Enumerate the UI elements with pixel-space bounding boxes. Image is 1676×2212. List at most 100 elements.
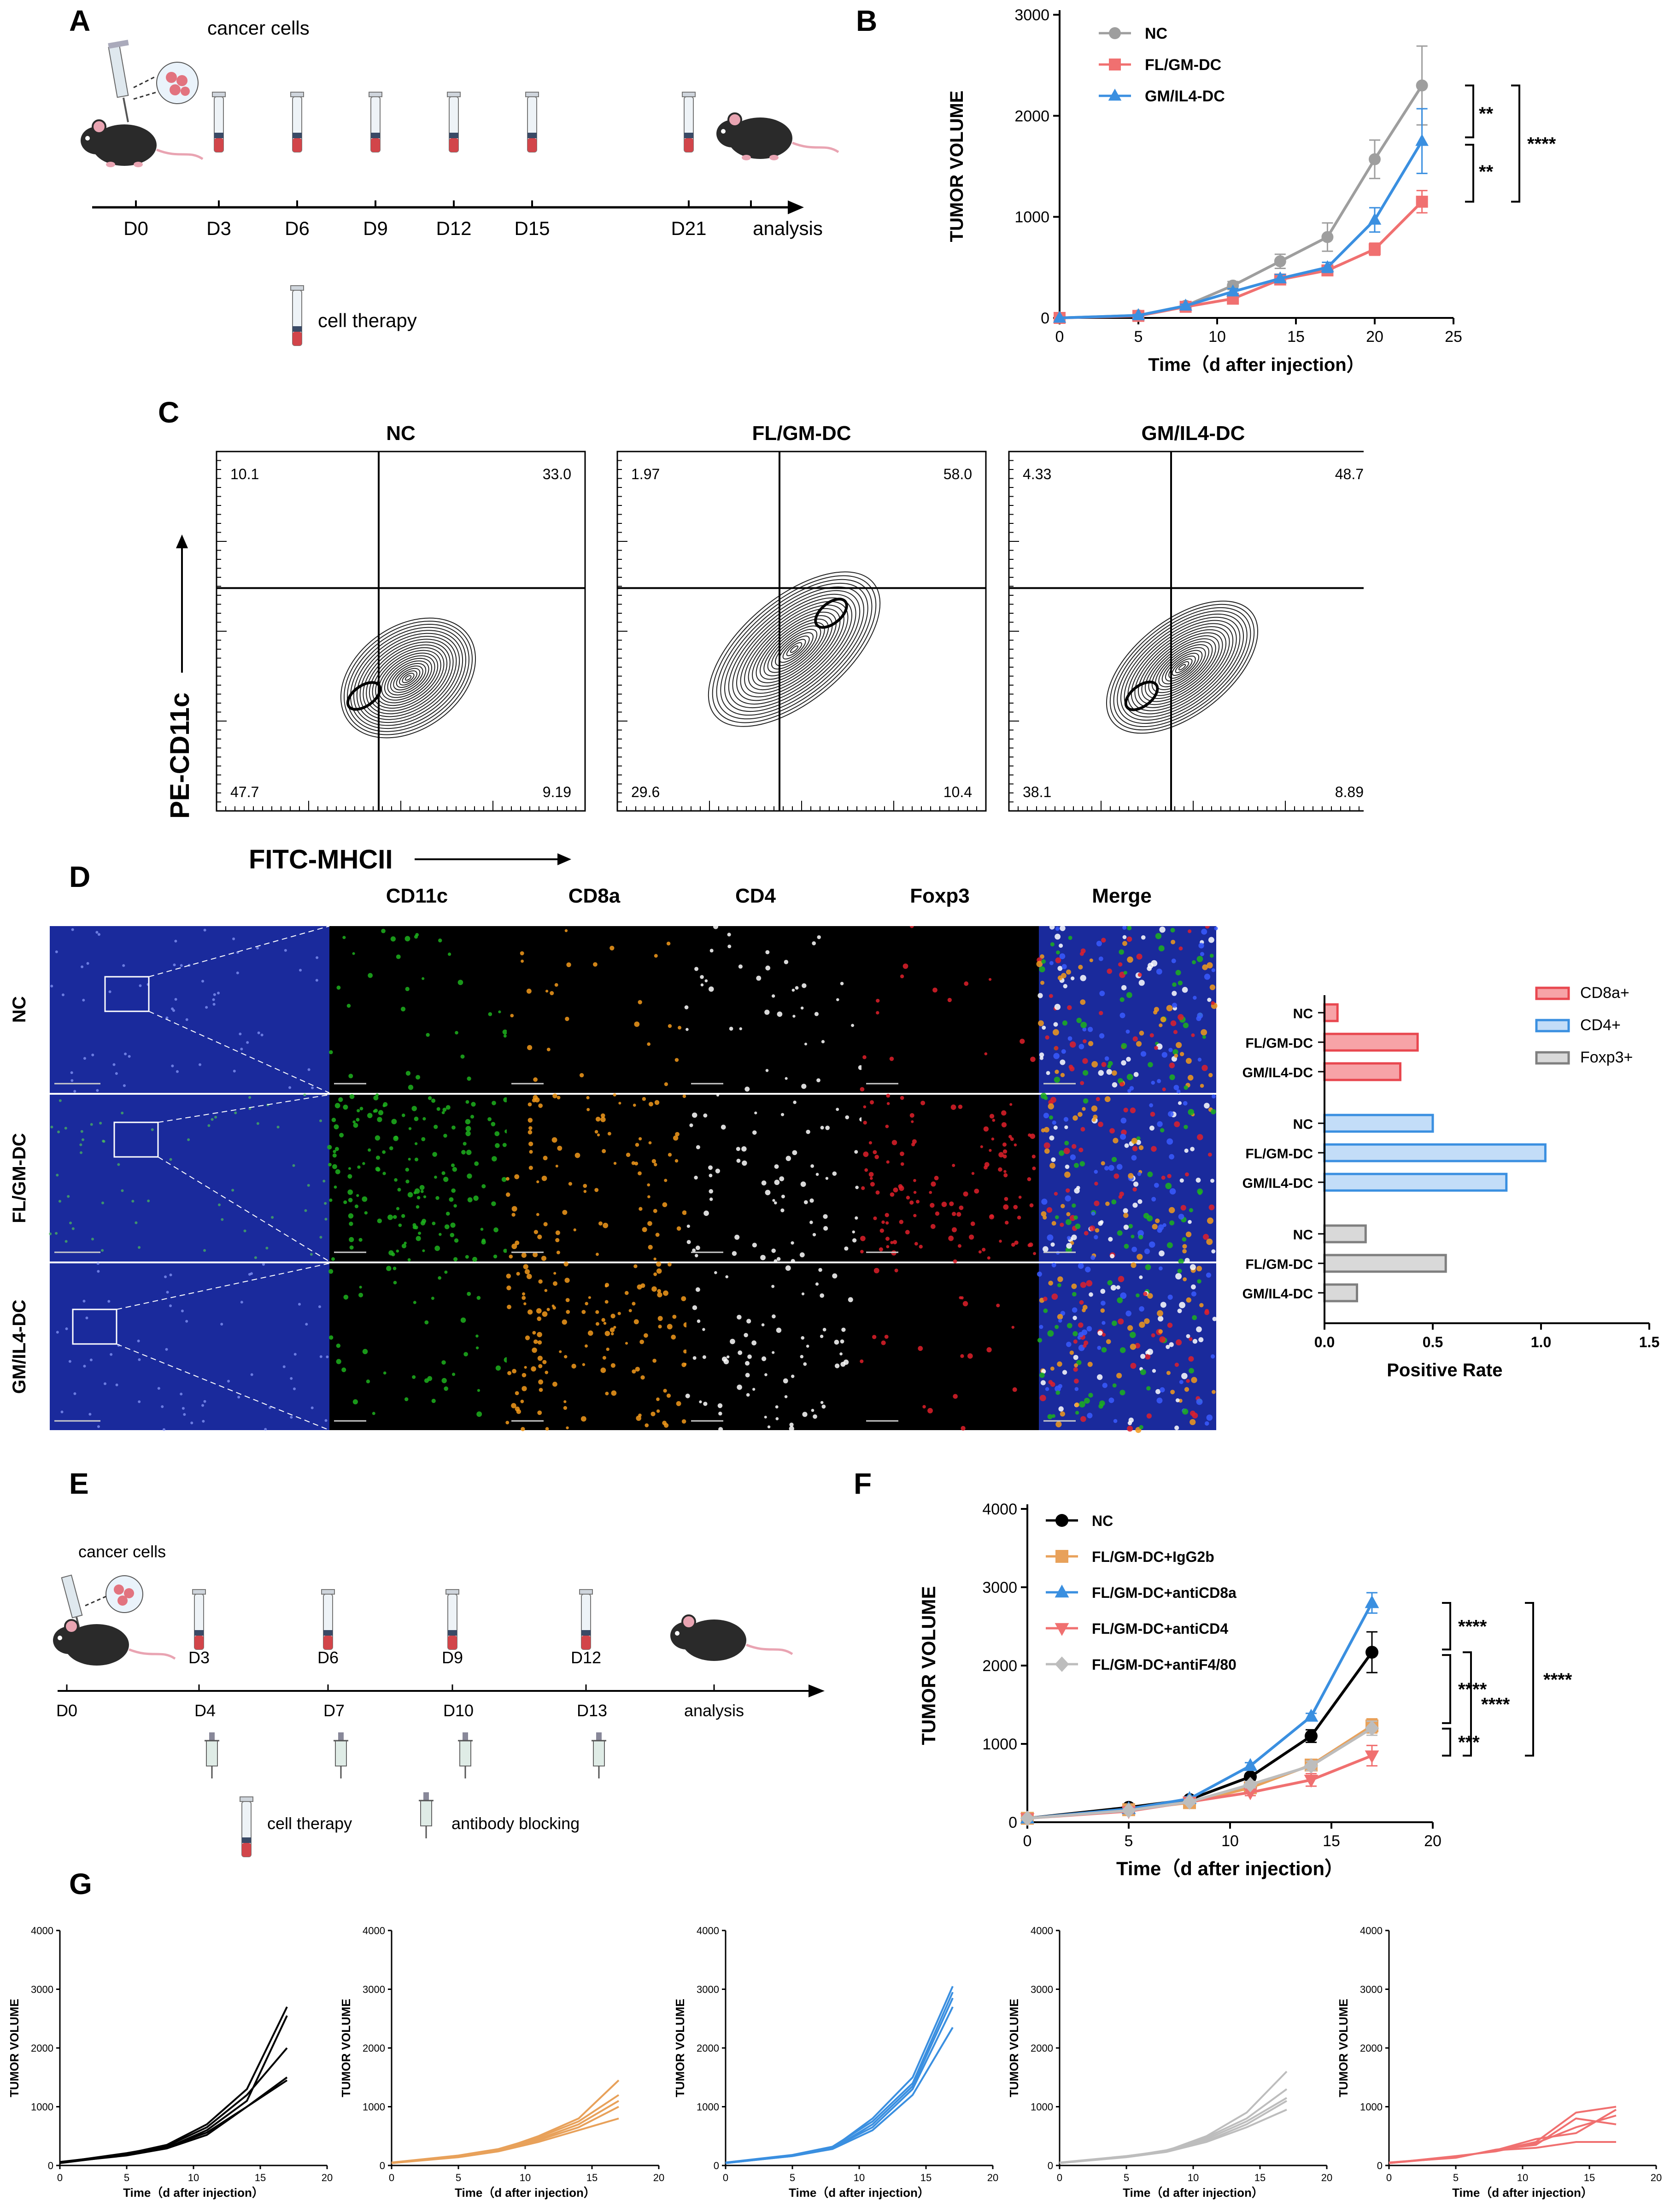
- cell-signal: [536, 1213, 539, 1216]
- cell-signal: [806, 1344, 809, 1348]
- cell-signal: [1198, 1191, 1202, 1195]
- legend-marker: [1108, 88, 1122, 101]
- panel-e-timeline: cancer cells D3 D6 D9 D12 D0 D4 D7 D10 D…: [46, 1542, 825, 1857]
- cell-signal: [527, 1045, 533, 1050]
- bar-category-label: NC: [1293, 1227, 1313, 1243]
- cell-signal: [1063, 1117, 1069, 1122]
- mouse-line: [59, 2006, 288, 2164]
- data-point: [1244, 1770, 1257, 1784]
- panel-d-microscopy: CD11c CD8a CD4 Foxp3 Merge NC FL/GM-DC GM/…: [0, 885, 1225, 1438]
- overview-speckle: [71, 928, 74, 931]
- cell-signal: [526, 988, 532, 994]
- cell-signal: [970, 1221, 975, 1226]
- contour-line: [1168, 655, 1196, 679]
- cell-signal: [873, 1150, 877, 1155]
- cell-signal: [803, 1200, 808, 1204]
- cell-signal: [656, 1409, 660, 1413]
- y-tick-label: 3000: [31, 1984, 53, 1995]
- cell-signal: [789, 1426, 794, 1432]
- cell-signal: [1121, 1043, 1127, 1049]
- cell-signal: [492, 1156, 497, 1162]
- cell-signal: [475, 1334, 479, 1338]
- tube-icon: [682, 92, 696, 153]
- cell-signal: [1055, 1325, 1059, 1329]
- cell-signal: [1061, 964, 1067, 969]
- overview-speckle: [324, 1218, 328, 1221]
- cell-signal: [1078, 1147, 1084, 1153]
- cell-signal: [1101, 1301, 1106, 1306]
- cell-signal: [397, 1188, 401, 1192]
- cell-signal: [832, 1273, 838, 1279]
- cell-signal: [407, 1192, 413, 1197]
- cell-signal: [890, 1192, 895, 1197]
- cell-signal: [1167, 1322, 1173, 1328]
- overview-speckle: [214, 1115, 217, 1119]
- cell-signal: [434, 1125, 438, 1129]
- overview-speckle: [293, 1353, 297, 1356]
- cell-signal: [771, 1248, 776, 1253]
- cell-signal: [1122, 935, 1127, 939]
- legend-marker: [1055, 1550, 1068, 1563]
- cell-signal: [647, 1195, 650, 1198]
- cell-signal: [555, 1230, 560, 1235]
- legend-label: GM/IL4-DC: [1145, 88, 1225, 105]
- cell-signal: [529, 1150, 533, 1154]
- contour-density: [1106, 600, 1259, 734]
- cell-signal: [800, 1181, 806, 1187]
- cell-signal: [889, 1056, 894, 1061]
- flow-plot-title: FL/GM-DC: [752, 422, 851, 445]
- row-label: FL/GM-DC: [9, 1133, 29, 1223]
- sig-bracket: [1465, 144, 1474, 203]
- cell-signal: [610, 1363, 615, 1368]
- cell-signal: [600, 1367, 606, 1373]
- y-tick-label: 0: [1008, 1814, 1017, 1831]
- cell-signal: [461, 1150, 466, 1155]
- cell-signal: [825, 1126, 830, 1130]
- cell-signal: [639, 1339, 645, 1344]
- cell-signal: [1060, 1059, 1066, 1065]
- cell-signal: [775, 1405, 779, 1408]
- cell-signal: [918, 1346, 923, 1351]
- cell-signal: [1074, 1363, 1078, 1367]
- cell-signal: [525, 1335, 530, 1340]
- cell-signal: [438, 939, 442, 943]
- contour-line: [720, 582, 868, 716]
- cell-signal: [1037, 1338, 1043, 1343]
- cell-signal: [528, 1166, 533, 1170]
- cell-signal: [1169, 1154, 1174, 1160]
- overview-speckle: [165, 1016, 169, 1020]
- cell-signal: [545, 1427, 549, 1431]
- cell-signal: [1083, 1039, 1087, 1044]
- cell-signal: [434, 1175, 437, 1179]
- cell-signal: [503, 1249, 508, 1253]
- cell-signal: [586, 1108, 590, 1111]
- cell-signal: [1176, 1089, 1181, 1094]
- cell-signal: [362, 1349, 368, 1355]
- cell-signal: [445, 1211, 450, 1216]
- cell-signal: [1124, 1244, 1129, 1249]
- cell-signal: [465, 1119, 471, 1125]
- x-tick-label: 0: [57, 2172, 63, 2183]
- cell-signal: [949, 1201, 954, 1206]
- cell-signal: [492, 1101, 496, 1105]
- cell-signal: [1060, 926, 1066, 931]
- cell-signal: [1154, 1007, 1159, 1012]
- cell-signal: [494, 1131, 500, 1136]
- cell-signal: [550, 991, 554, 996]
- flow-plot: FL/GM-DC1.97 58.029.6 10.4: [616, 422, 987, 812]
- cell-signal: [1084, 1397, 1090, 1404]
- cell-signal: [1055, 927, 1060, 931]
- y-tick-label: 4000: [1031, 1925, 1053, 1936]
- cell-signal: [1055, 933, 1061, 940]
- cell-signal: [1069, 1041, 1076, 1048]
- cell-signal: [613, 1093, 616, 1097]
- cell-signal: [597, 1133, 600, 1137]
- x-tick-label: 15: [1323, 1832, 1340, 1850]
- cell-signal: [527, 1102, 532, 1107]
- cell-signal: [699, 1400, 702, 1403]
- cell-signal: [834, 1363, 840, 1368]
- cell-signal: [420, 1190, 424, 1193]
- cell-signal: [1133, 1072, 1139, 1077]
- bar-category-label: GM/IL4-DC: [1242, 1286, 1313, 1302]
